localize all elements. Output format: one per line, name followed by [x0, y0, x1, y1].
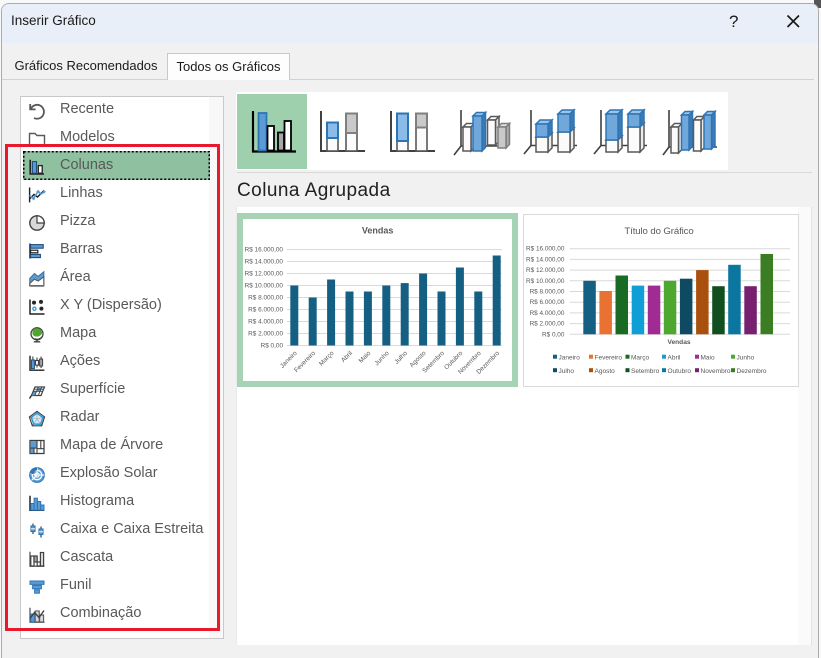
svg-text:R$ 14.000,00: R$ 14.000,00 — [245, 259, 284, 266]
svg-text:R$ 0,00: R$ 0,00 — [261, 343, 284, 350]
svg-text:Abril: Abril — [668, 355, 682, 362]
svg-text:R$ 12.000,00: R$ 12.000,00 — [526, 267, 565, 274]
svg-text:Vendas: Vendas — [362, 225, 394, 235]
svg-text:Julho: Julho — [559, 368, 575, 375]
svg-text:Janeiro: Janeiro — [559, 355, 581, 362]
svg-text:Outubro: Outubro — [668, 368, 692, 375]
svg-text:R$ 16.000,00: R$ 16.000,00 — [526, 246, 565, 253]
svg-text:R$ 2.000,00: R$ 2.000,00 — [530, 321, 565, 328]
svg-text:Agosto: Agosto — [595, 368, 616, 375]
svg-text:Março: Março — [631, 355, 649, 362]
svg-text:Fevereiro: Fevereiro — [595, 355, 623, 362]
svg-text:R$ 8.000,00: R$ 8.000,00 — [248, 295, 283, 302]
svg-text:R$ 8.000,00: R$ 8.000,00 — [530, 289, 565, 296]
svg-text:Título do Gráfico: Título do Gráfico — [624, 226, 693, 237]
svg-text:R$ 10.000,00: R$ 10.000,00 — [526, 278, 565, 285]
svg-text:Maio: Maio — [358, 350, 373, 365]
svg-text:R$ 4.000,00: R$ 4.000,00 — [248, 319, 283, 326]
svg-text:Junho: Junho — [737, 355, 755, 362]
svg-text:Março: Março — [318, 350, 336, 368]
svg-text:Abril: Abril — [340, 350, 354, 364]
svg-text:R$ 2.000,00: R$ 2.000,00 — [248, 331, 283, 338]
svg-text:Maio: Maio — [701, 355, 715, 362]
svg-text:R$ 4.000,00: R$ 4.000,00 — [530, 310, 565, 317]
svg-text:R$ 6.000,00: R$ 6.000,00 — [530, 299, 565, 306]
svg-text:Setembro: Setembro — [631, 368, 660, 375]
svg-text:R$ 14.000,00: R$ 14.000,00 — [526, 256, 565, 263]
svg-text:R$ 12.000,00: R$ 12.000,00 — [245, 271, 284, 278]
svg-text:Novembro: Novembro — [701, 368, 731, 375]
svg-text:R$ 0,00: R$ 0,00 — [542, 331, 565, 338]
svg-text:R$ 16.000,00: R$ 16.000,00 — [245, 247, 284, 254]
svg-text:R$ 10.000,00: R$ 10.000,00 — [245, 283, 284, 290]
svg-text:Dezembro: Dezembro — [737, 368, 767, 375]
svg-text:R$ 6.000,00: R$ 6.000,00 — [248, 307, 283, 314]
svg-text:Vendas: Vendas — [667, 339, 690, 346]
svg-text:Junho: Junho — [373, 350, 391, 368]
svg-text:Julho: Julho — [393, 350, 409, 366]
